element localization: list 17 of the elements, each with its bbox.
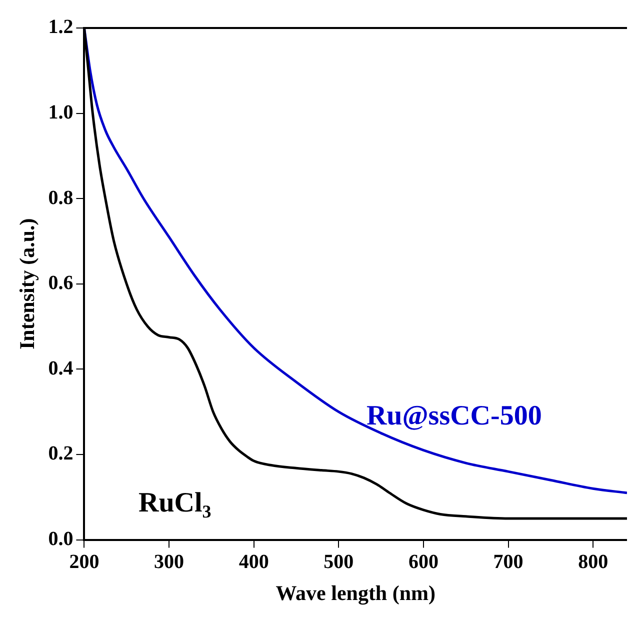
x-tick-label: 700 bbox=[493, 550, 524, 573]
x-tick-label: 400 bbox=[238, 550, 269, 573]
y-tick-label: 0.2 bbox=[48, 442, 74, 465]
x-tick-label: 800 bbox=[578, 550, 608, 573]
y-axis-title: Intensity (a.u.) bbox=[15, 218, 40, 350]
series-label: Ru@ssCC-500 bbox=[366, 400, 542, 432]
x-tick-label: 300 bbox=[154, 550, 184, 573]
x-tick-label: 500 bbox=[324, 550, 354, 573]
y-tick-label: 1.2 bbox=[48, 16, 74, 38]
x-tick-label: 600 bbox=[408, 550, 438, 573]
x-tick-label: 200 bbox=[69, 550, 100, 573]
y-tick-label: 0.8 bbox=[48, 186, 74, 209]
y-tick-label: 0.6 bbox=[48, 272, 74, 294]
x-axis-title: Wave length (nm) bbox=[276, 580, 436, 605]
y-tick-label: 1.0 bbox=[48, 101, 74, 124]
y-tick-label: 0.0 bbox=[48, 528, 74, 550]
y-tick-label: 0.4 bbox=[48, 357, 74, 380]
